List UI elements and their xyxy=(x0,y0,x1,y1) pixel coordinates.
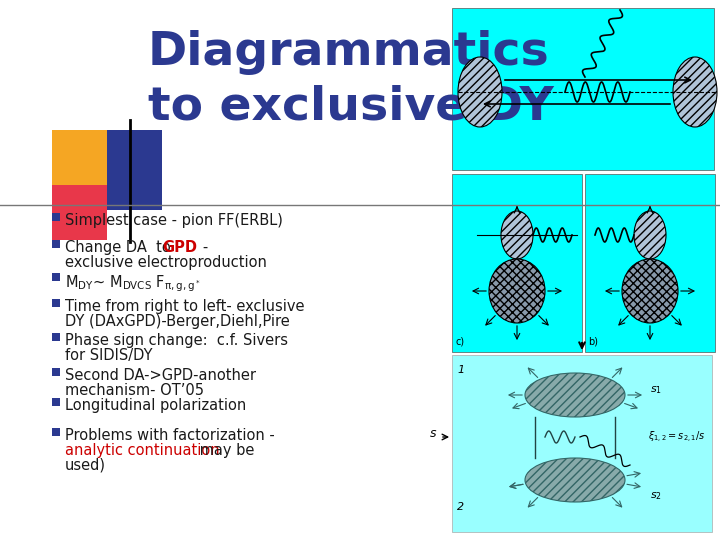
Bar xyxy=(52,240,60,248)
Bar xyxy=(52,368,60,376)
Ellipse shape xyxy=(673,57,717,127)
Ellipse shape xyxy=(622,259,678,323)
Bar xyxy=(52,299,60,307)
Ellipse shape xyxy=(501,211,533,259)
Text: $s_1$: $s_1$ xyxy=(650,384,662,396)
Text: Second DA->GPD-another: Second DA->GPD-another xyxy=(65,368,256,383)
Text: Change DA  to: Change DA to xyxy=(65,240,176,255)
Text: Phase sign change:  c.f. Sivers: Phase sign change: c.f. Sivers xyxy=(65,333,288,348)
Text: Time from right to left- exclusive: Time from right to left- exclusive xyxy=(65,299,305,314)
Text: c): c) xyxy=(455,337,464,347)
Text: b): b) xyxy=(588,337,598,347)
Text: 2: 2 xyxy=(457,502,464,512)
Text: 1: 1 xyxy=(457,365,464,375)
Ellipse shape xyxy=(489,259,545,323)
Ellipse shape xyxy=(525,458,625,502)
Ellipse shape xyxy=(525,373,625,417)
Text: DY (DAxGPD)-Berger,Diehl,Pire: DY (DAxGPD)-Berger,Diehl,Pire xyxy=(65,314,289,329)
Text: -: - xyxy=(189,240,208,255)
Text: used): used) xyxy=(65,458,106,473)
Text: Longitudinal polarization: Longitudinal polarization xyxy=(65,398,246,413)
Ellipse shape xyxy=(634,211,666,259)
Text: $\xi_{1,2}=s_{2,1}/s$: $\xi_{1,2}=s_{2,1}/s$ xyxy=(648,430,706,445)
Bar xyxy=(52,273,60,281)
Bar xyxy=(452,8,714,170)
Text: Simplest case - pion FF(ERBL): Simplest case - pion FF(ERBL) xyxy=(65,213,283,228)
Text: to exclusive DY: to exclusive DY xyxy=(148,85,554,130)
Text: analytic continuation: analytic continuation xyxy=(65,443,220,458)
Bar xyxy=(452,174,582,352)
Text: mechanism- OT’05: mechanism- OT’05 xyxy=(65,383,204,398)
Bar xyxy=(452,355,712,532)
Text: Problems with factorization -: Problems with factorization - xyxy=(65,428,275,443)
Ellipse shape xyxy=(458,57,502,127)
Bar xyxy=(52,185,107,240)
Text: s: s xyxy=(430,427,436,440)
Text: M$_{\rm DY}$~ M$_{\rm DVCS}$ F$_{\rm \pi,g,g^*}$: M$_{\rm DY}$~ M$_{\rm DVCS}$ F$_{\rm \pi… xyxy=(65,273,201,294)
Bar xyxy=(52,130,107,185)
Text: Diagrammatics: Diagrammatics xyxy=(148,30,550,75)
Text: GPD: GPD xyxy=(162,240,197,255)
Bar xyxy=(52,428,60,436)
Text: exclusive electroproduction: exclusive electroproduction xyxy=(65,255,267,270)
Text: for SIDIS/DY: for SIDIS/DY xyxy=(65,348,153,363)
Text: $s_2$: $s_2$ xyxy=(650,490,662,502)
Bar xyxy=(52,213,60,221)
Bar xyxy=(585,174,715,352)
Bar xyxy=(52,398,60,406)
Bar xyxy=(52,333,60,341)
Bar xyxy=(107,130,162,210)
Text: may be: may be xyxy=(195,443,254,458)
